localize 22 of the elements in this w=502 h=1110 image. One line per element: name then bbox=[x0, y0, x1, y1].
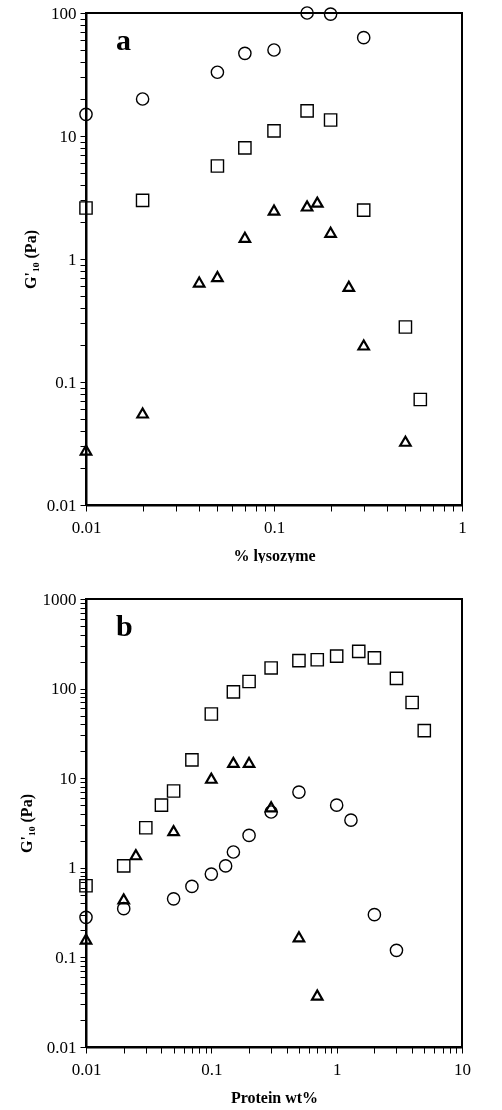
y-axis-title: G'₁₀ (Pa) bbox=[17, 794, 36, 853]
y-tick-label: 1 bbox=[68, 249, 77, 269]
x-tick-label: 0.1 bbox=[263, 517, 286, 537]
y-axis-title: G'₁₀ (Pa) bbox=[21, 230, 40, 289]
x-axis-title: % lysozyme bbox=[233, 546, 316, 565]
y-tick-label: 100 bbox=[51, 679, 77, 699]
annotation: b bbox=[116, 609, 133, 642]
y-tick-label: 0.1 bbox=[55, 947, 77, 967]
x-tick-label: 10 bbox=[454, 1059, 471, 1079]
y-tick-label: 0.01 bbox=[46, 495, 77, 515]
x-tick-label: 1 bbox=[332, 1059, 342, 1079]
y-tick-label: 1 bbox=[68, 858, 77, 878]
y-tick-label: 1000 bbox=[42, 589, 77, 609]
annotation: a bbox=[116, 23, 131, 56]
y-tick-label: 10 bbox=[59, 126, 77, 146]
y-tick-label: 0.01 bbox=[46, 1037, 77, 1057]
x-axis-title: Protein wt% bbox=[230, 1088, 319, 1106]
y-tick-label: 10 bbox=[59, 768, 77, 788]
x-tick-label: 0.1 bbox=[201, 1059, 223, 1079]
y-tick-label: 0.1 bbox=[55, 372, 77, 392]
x-tick-label: 1 bbox=[458, 517, 467, 537]
y-tick-label: 100 bbox=[51, 3, 77, 23]
